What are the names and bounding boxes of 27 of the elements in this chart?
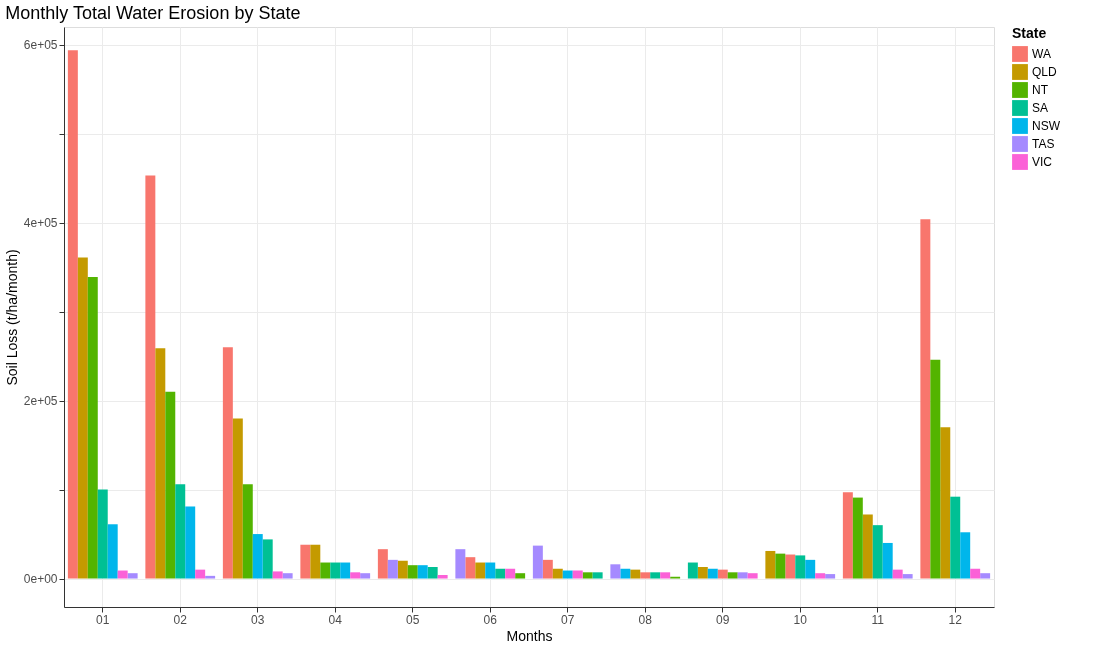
y-axis-title: Soil Loss (t/ha/month) bbox=[3, 249, 20, 386]
y-tick-label: 2e+05 bbox=[23, 394, 58, 409]
y-tick-label: 4e+05 bbox=[23, 216, 58, 231]
x-tick-label: 09 bbox=[716, 612, 730, 627]
legend-label: QLD bbox=[1032, 65, 1058, 79]
legend-label: SA bbox=[1032, 101, 1049, 115]
legend-label: TAS bbox=[1032, 137, 1055, 151]
legend-label: NSW bbox=[1032, 119, 1061, 133]
x-tick-label: 11 bbox=[871, 612, 885, 627]
x-tick-label: 07 bbox=[561, 612, 575, 627]
legend-label: NT bbox=[1032, 83, 1049, 97]
legend-title: State bbox=[1012, 25, 1047, 41]
chart-title: Monthly Total Water Erosion by State bbox=[5, 3, 301, 23]
x-tick-label: 12 bbox=[948, 612, 963, 627]
x-tick-label: 06 bbox=[483, 612, 498, 627]
x-tick-label: 05 bbox=[406, 612, 420, 627]
x-tick-label: 04 bbox=[328, 612, 343, 627]
legend-label: WA bbox=[1032, 47, 1051, 61]
legend-label: VIC bbox=[1032, 155, 1053, 169]
y-tick-label: 0e+00 bbox=[23, 572, 58, 587]
x-tick-label: 08 bbox=[638, 612, 653, 627]
x-tick-label: 03 bbox=[251, 612, 265, 627]
x-tick-label: 02 bbox=[173, 612, 188, 627]
x-tick-label: 01 bbox=[96, 612, 110, 627]
x-axis-title: Months bbox=[506, 627, 553, 644]
x-tick-label: 10 bbox=[793, 612, 808, 627]
y-tick-label: 6e+05 bbox=[23, 38, 58, 53]
